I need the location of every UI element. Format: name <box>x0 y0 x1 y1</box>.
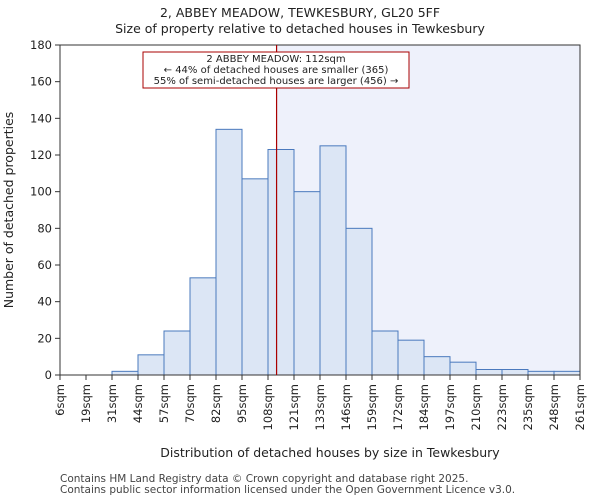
x-tick-label-108sqm: 108sqm <box>261 384 275 430</box>
x-tick-label-172sqm: 172sqm <box>391 384 405 430</box>
bar-235sqm <box>527 370 555 376</box>
annotation-smaller: ← 44% of detached houses are smaller (36… <box>164 65 389 76</box>
bar-57sqm <box>163 330 191 376</box>
bar-108sqm <box>267 149 295 376</box>
x-tick-label-19sqm: 19sqm <box>79 384 93 423</box>
y-axis-label: Number of detached properties <box>1 112 16 309</box>
x-tick-label-197sqm: 197sqm <box>443 384 457 430</box>
x-tick-label-31sqm: 31sqm <box>105 384 119 423</box>
x-tick-label-6sqm: 6sqm <box>53 384 67 416</box>
x-tick-label-82sqm: 82sqm <box>209 384 223 423</box>
bar-223sqm <box>501 369 529 376</box>
y-tick-label-40: 40 <box>37 295 52 309</box>
y-tick-label-60: 60 <box>37 258 52 272</box>
bar-172sqm <box>397 339 425 376</box>
x-tick-label-184sqm: 184sqm <box>417 384 431 430</box>
chart-title-subtitle: Size of property relative to detached ho… <box>115 21 485 36</box>
y-tick-label-20: 20 <box>37 331 52 345</box>
bar-248sqm <box>553 370 581 376</box>
x-tick-label-223sqm: 223sqm <box>495 384 509 430</box>
y-tick-label-100: 100 <box>30 185 52 199</box>
bar-146sqm <box>345 227 373 376</box>
x-tick-label-95sqm: 95sqm <box>235 384 249 423</box>
bar-184sqm <box>423 356 451 376</box>
bar-95sqm <box>241 178 269 376</box>
bar-210sqm <box>475 369 503 376</box>
annotation-larger: 55% of semi-detached houses are larger (… <box>154 76 399 87</box>
x-tick-label-57sqm: 57sqm <box>157 384 171 423</box>
footer-licence: Contains public sector information licen… <box>60 484 516 496</box>
bar-197sqm <box>449 361 477 376</box>
y-tick-label-180: 180 <box>30 38 52 52</box>
bar-159sqm <box>371 330 399 376</box>
x-tick-label-121sqm: 121sqm <box>287 384 301 430</box>
y-tick-label-0: 0 <box>45 368 52 382</box>
chart-title-address: 2, ABBEY MEADOW, TEWKESBURY, GL20 5FF <box>160 5 440 20</box>
annotation-subject: 2 ABBEY MEADOW: 112sqm <box>206 54 345 65</box>
bar-44sqm <box>137 354 165 376</box>
x-tick-label-248sqm: 248sqm <box>547 384 561 430</box>
plot-area: 0 20 40 60 80 100 120 140 160 180 6sqm 19sqm 31sqm 44… <box>30 38 587 430</box>
x-tick-label-159sqm: 159sqm <box>365 384 379 430</box>
footer-copyright: Contains HM Land Registry data © Crown c… <box>60 473 469 485</box>
y-tick-label-140: 140 <box>30 111 52 125</box>
x-tick-label-133sqm: 133sqm <box>313 384 327 430</box>
bar-82sqm <box>215 128 243 376</box>
x-tick-label-146sqm: 146sqm <box>339 384 353 430</box>
annotation-box <box>142 51 410 89</box>
y-tick-label-80: 80 <box>37 221 52 235</box>
bar-31sqm <box>111 370 139 376</box>
y-tick-label-120: 120 <box>30 148 52 162</box>
x-axis-label: Distribution of detached houses by size … <box>160 445 500 460</box>
x-tick-label-44sqm: 44sqm <box>131 384 145 423</box>
x-tick-label-70sqm: 70sqm <box>183 384 197 423</box>
bar-133sqm <box>319 145 347 376</box>
y-tick-label-160: 160 <box>30 75 52 89</box>
bar-121sqm <box>293 191 321 376</box>
bar-70sqm <box>189 277 217 376</box>
x-tick-label-210sqm: 210sqm <box>469 384 483 430</box>
x-tick-label-235sqm: 235sqm <box>521 384 535 430</box>
x-tick-label-261sqm: 261sqm <box>573 384 587 430</box>
